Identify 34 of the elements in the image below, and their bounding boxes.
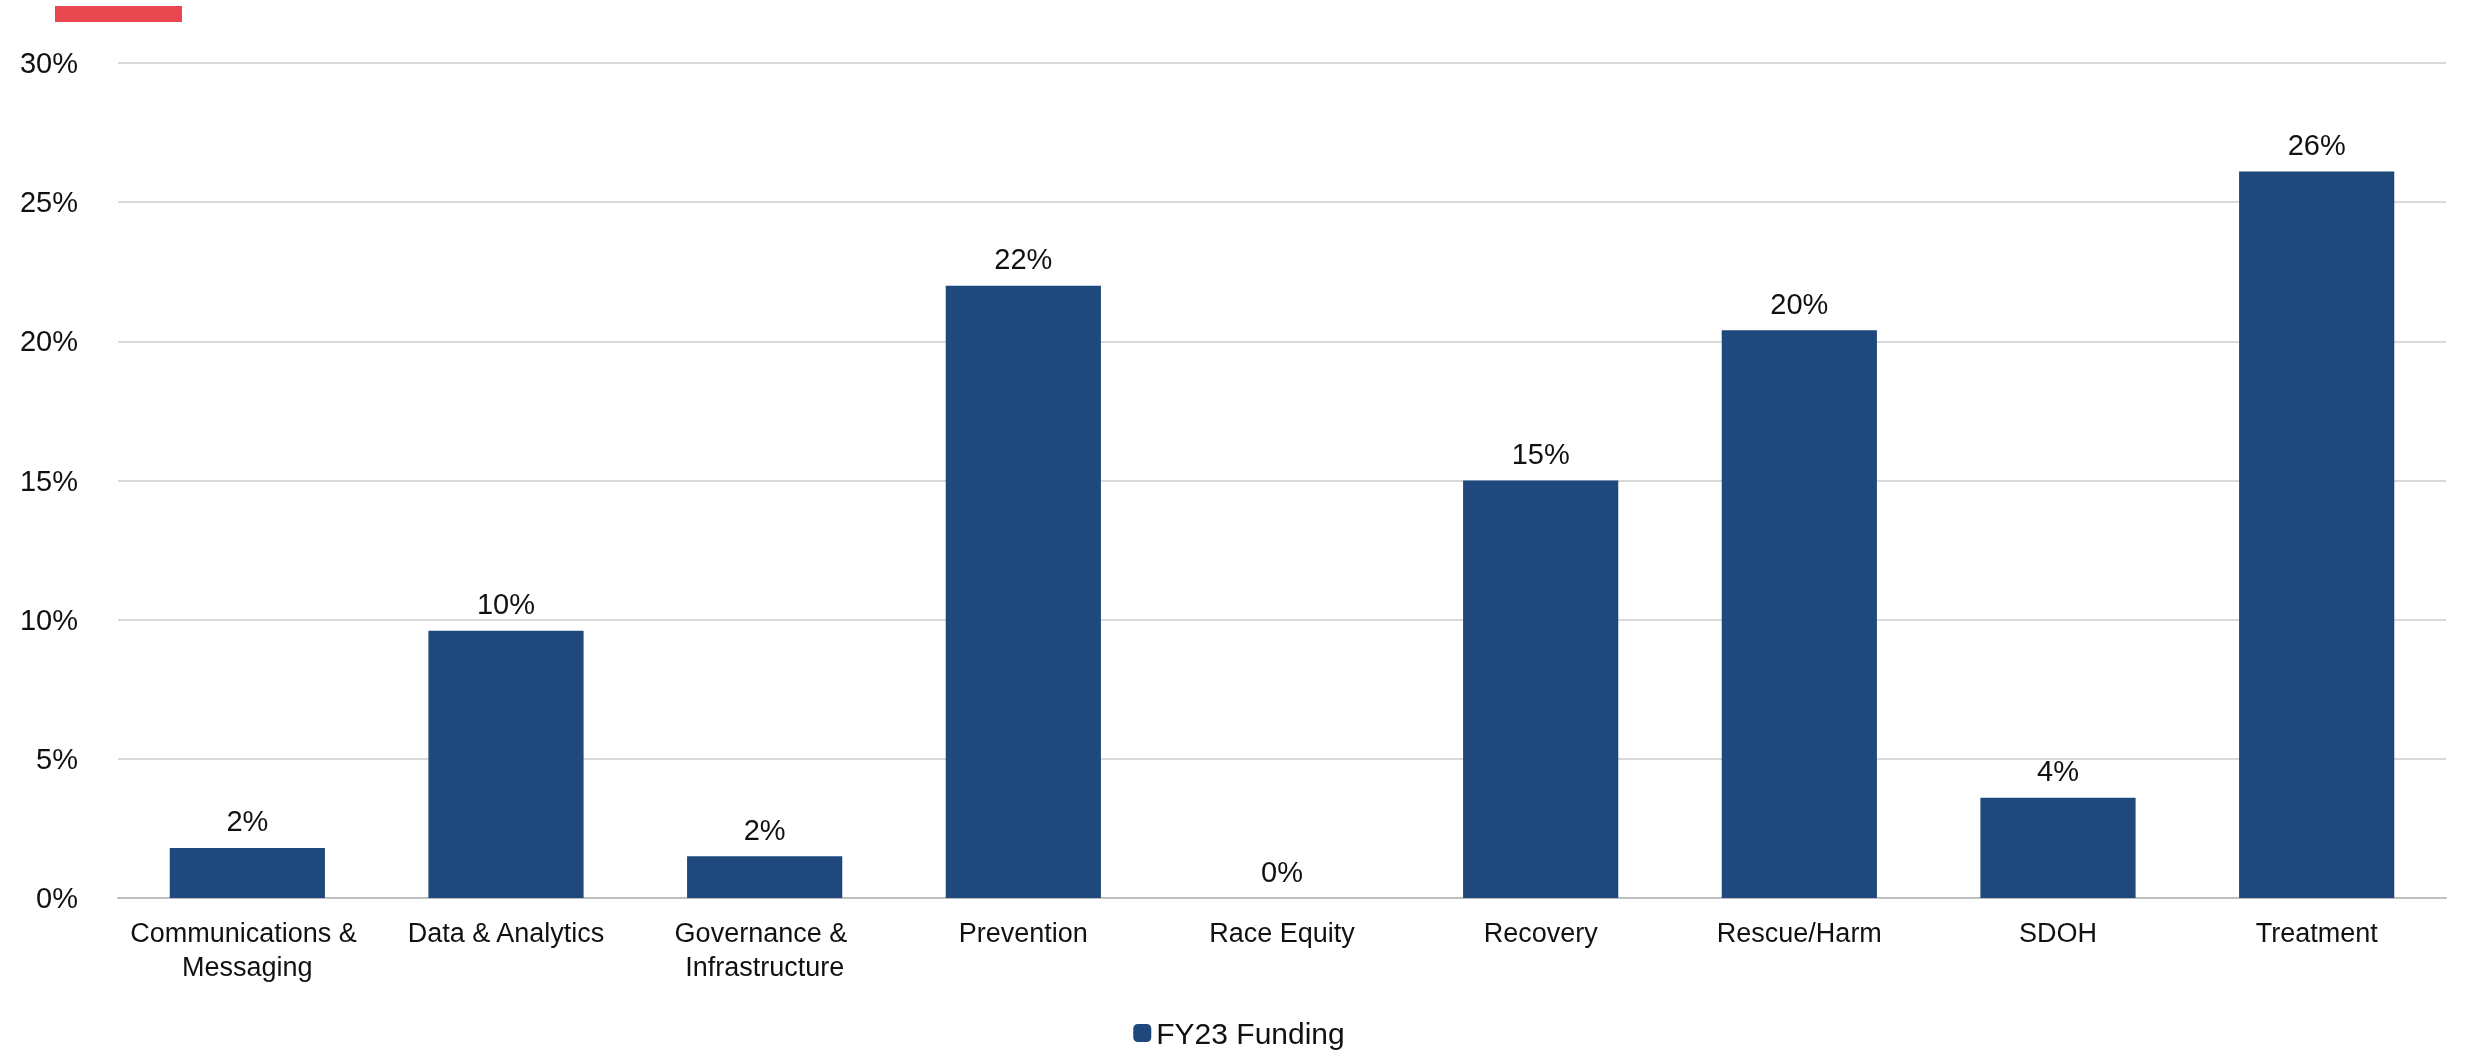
bar xyxy=(1463,480,1619,898)
x-tick-label: Race Equity xyxy=(1209,918,1356,948)
data-label: 4% xyxy=(2037,755,2079,788)
x-tick-label: Prevention xyxy=(958,918,1088,948)
data-label: 10% xyxy=(476,588,536,621)
y-tick-label: 10% xyxy=(19,603,78,636)
y-tick-label: 30% xyxy=(19,47,78,79)
data-label: 0% xyxy=(1261,855,1303,888)
bar xyxy=(1980,797,2136,898)
data-label: 26% xyxy=(2287,129,2346,162)
y-tick-label: 20% xyxy=(19,325,78,358)
data-label: 22% xyxy=(994,243,1053,276)
x-tick-label: SDOH xyxy=(2018,918,2098,948)
bar xyxy=(2239,171,2395,898)
y-tick-label: 0% xyxy=(36,882,78,914)
bar xyxy=(428,630,584,898)
data-label: 15% xyxy=(1511,438,1570,470)
x-tick-label: Communications & Messaging xyxy=(130,918,365,982)
bar xyxy=(687,856,843,898)
legend-label: FY23 Funding xyxy=(1156,1016,1345,1050)
y-tick-label: 5% xyxy=(36,742,78,775)
x-tick-label: Data & Analytics xyxy=(407,918,605,948)
data-label: 2% xyxy=(226,805,269,838)
x-tick-label: Governance & Infrastructure xyxy=(674,918,855,982)
bar xyxy=(945,285,1101,898)
x-tick-label: Treatment xyxy=(2255,918,2379,948)
y-tick-label: 25% xyxy=(19,186,78,219)
x-tick-label: Recovery xyxy=(1483,918,1599,948)
bar xyxy=(1721,330,1877,898)
x-tick-label: Rescue/Harm xyxy=(1716,918,1882,948)
y-tick-label: 15% xyxy=(19,464,78,497)
data-label: 20% xyxy=(1770,287,1829,320)
data-label: 2% xyxy=(743,813,786,846)
bar xyxy=(169,847,325,898)
